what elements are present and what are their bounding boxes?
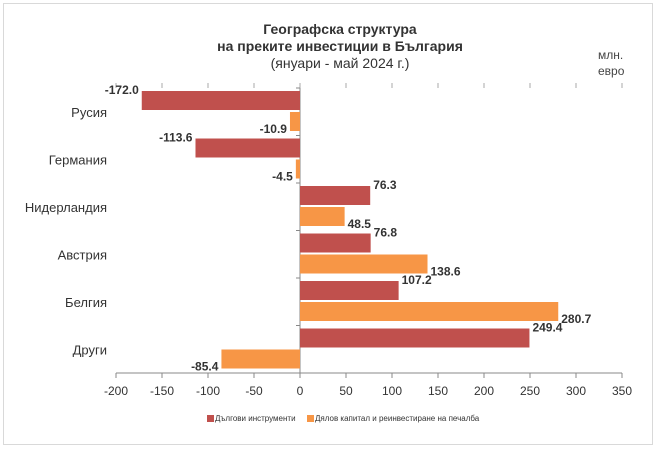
data-label: 48.5 [348,217,372,231]
data-label: 76.8 [374,226,398,240]
data-label: -10.9 [260,122,288,136]
bar [300,302,559,321]
data-label: 249.4 [532,321,562,335]
bar [300,233,371,253]
bar [300,328,530,348]
legend-label: Дялов капитал и реинвестиране на печалба [315,414,480,423]
data-label: -113.6 [159,131,193,145]
category-label: Нидерландия [25,200,107,215]
x-tick-label: 200 [474,384,494,398]
chart-title-line2: на преките инвестиции в България [217,38,463,54]
legend-swatch [207,415,214,422]
bar [300,281,399,300]
x-tick-label: -50 [245,384,263,398]
legend-item-debt: Дългови инструменти [207,414,296,423]
unit-label-2: евро [598,64,625,78]
x-tick-label: 250 [520,384,540,398]
x-tick-label: -150 [150,384,174,398]
chart-frame [3,3,653,445]
data-label: -172.0 [105,83,139,97]
data-label: 138.6 [431,265,461,279]
category-label: Германия [49,152,107,167]
bar [300,186,371,205]
x-tick-label: 300 [566,384,586,398]
x-tick-label: -200 [104,384,128,398]
x-tick-label: 350 [612,384,632,398]
legend-label: Дългови инструменти [215,414,296,423]
data-label: -4.5 [272,170,293,184]
bar [141,91,300,110]
legend-item-equity: Дялов капитал и реинвестиране на печалба [307,414,479,423]
x-tick-label: 50 [339,384,353,398]
data-label: -85.4 [191,360,219,374]
legend-swatch [307,415,314,422]
x-tick-label: 100 [382,384,402,398]
bar [221,349,300,369]
x-tick-label: 150 [428,384,448,398]
bar [289,112,300,131]
data-label: 76.3 [373,178,397,192]
bar [295,159,300,179]
unit-label-1: млн. [598,48,624,62]
data-label: 280.7 [561,312,591,326]
bar [300,207,345,226]
bar [195,138,300,158]
data-label: 107.2 [402,273,432,287]
x-tick-label: 0 [297,384,304,398]
category-label: Австрия [58,247,107,262]
bar [300,254,428,274]
chart-title-line1: Географска структура [263,21,417,37]
chart-subtitle: (януари - май 2024 г.) [270,55,410,71]
category-label: Русия [71,105,107,120]
category-label: Белгия [65,295,107,310]
x-tick-label: -100 [196,384,220,398]
category-label: Други [73,342,107,357]
